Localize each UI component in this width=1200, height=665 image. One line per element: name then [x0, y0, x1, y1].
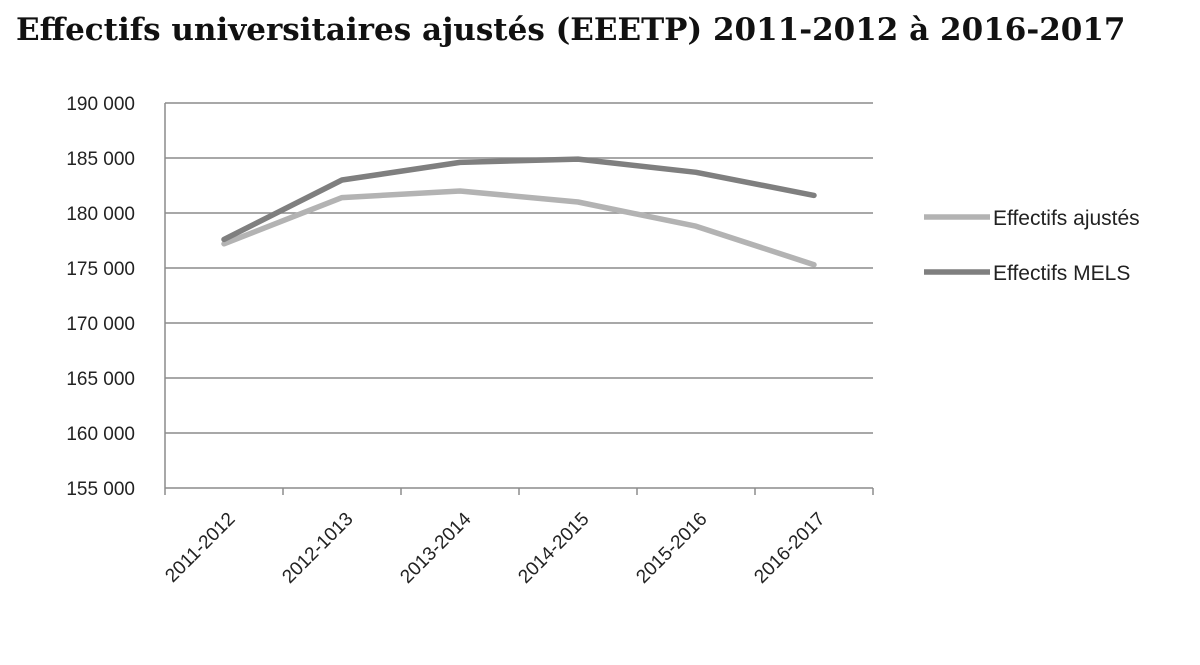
series-line-1	[221, 156, 817, 243]
x-tick-label: 2016-2017	[750, 509, 829, 588]
x-tick-label: 2015-2016	[632, 509, 711, 588]
y-axis-ticks: 155 000 160 000 165 000 170 000 175 000 180 0…	[66, 94, 135, 500]
y-tick-label: 160 000	[66, 424, 135, 445]
y-tick-label: 155 000	[66, 479, 135, 500]
legend-label: Effectifs MELS	[993, 262, 1130, 285]
y-tick-label: 185 000	[66, 149, 135, 170]
series-lines	[221, 156, 817, 268]
x-tick-label: 2012-1013	[278, 509, 357, 588]
y-tick-label: 170 000	[66, 314, 135, 335]
grid-lines	[164, 102, 874, 495]
y-tick-label: 175 000	[66, 259, 135, 280]
x-tick-label: 2011-2012	[161, 509, 239, 587]
legend-label: Effectifs ajustés	[993, 207, 1140, 230]
x-tick-label: 2014-2015	[514, 509, 593, 588]
y-tick-label: 190 000	[66, 94, 135, 115]
x-tick-label: 2013-2014	[396, 508, 475, 587]
legend: Effectifs ajustés Effectifs MELS	[924, 207, 1140, 285]
y-tick-label: 165 000	[66, 369, 135, 390]
series-line-0	[221, 188, 817, 268]
y-tick-label: 180 000	[66, 204, 135, 225]
chart-title: Effectifs universitaires ajustés (EEETP)…	[16, 12, 1126, 48]
x-axis-ticks: 2011-2012 2012-1013 2013-2014 2014-2015 2015…	[161, 508, 829, 587]
